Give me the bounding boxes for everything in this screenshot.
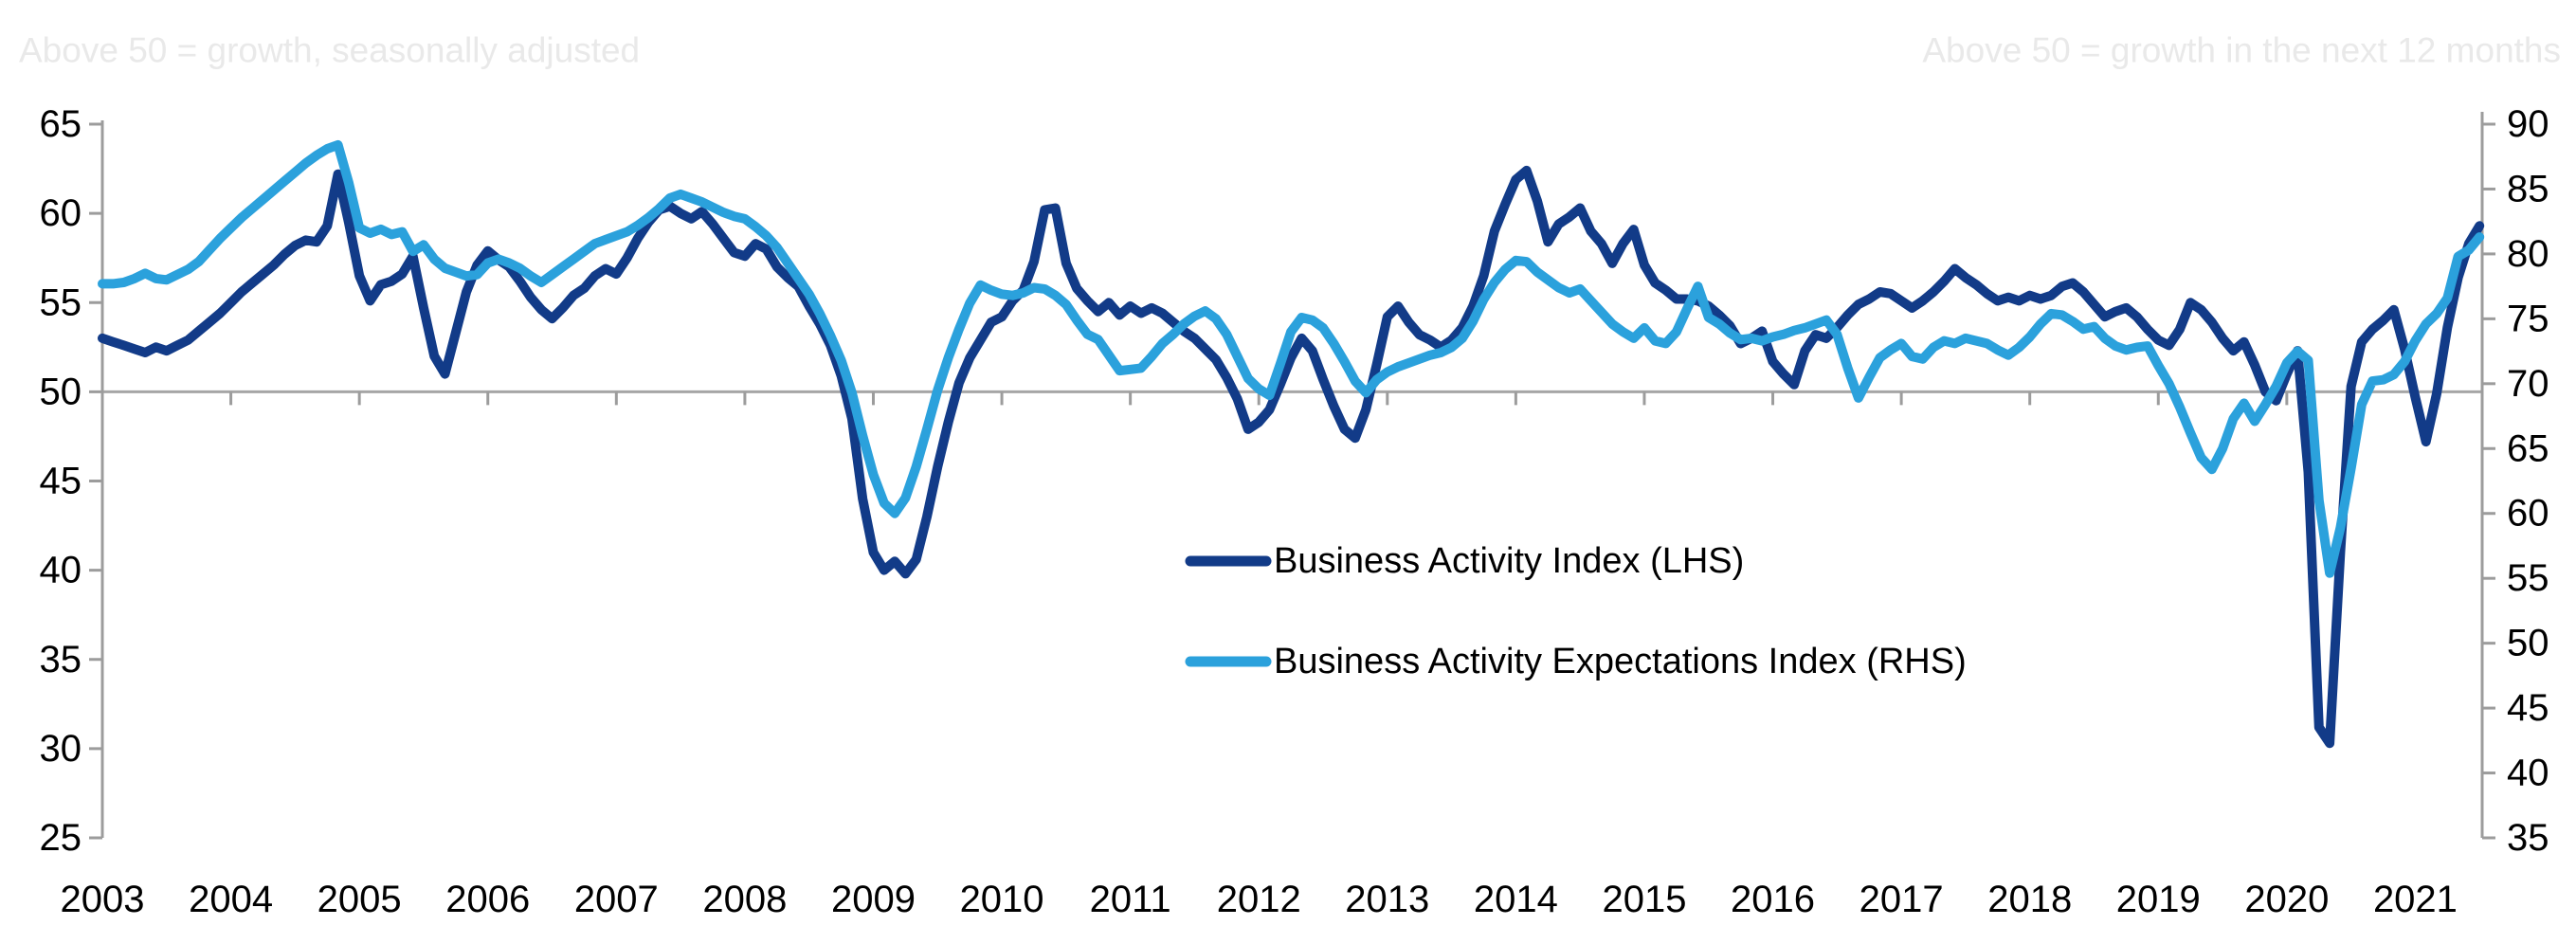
x-tick-label: 2011 [1090,879,1171,920]
x-tick-label: 2020 [2244,879,2329,920]
x-tick-label: 2017 [1859,879,1944,920]
legend-label-business-activity: Business Activity Index (LHS) [1274,541,1744,581]
x-tick-label: 2009 [831,879,916,920]
legend-item-business-activity: Business Activity Index (LHS) [1185,541,1744,581]
legend: Business Activity Index (LHS) Business A… [1185,541,1967,681]
left-axis-tick-label: 25 [40,817,82,859]
left-axis-tick-label: 35 [40,639,82,681]
right-axis-tick-label: 35 [2507,817,2549,859]
x-tick-label: 2019 [2116,879,2201,920]
right-axis-tick-label: 70 [2507,363,2549,405]
expectations-line [98,139,2485,578]
left-axis-tick-label: 40 [40,550,82,591]
left-axis-note: Above 50 = growth, seasonally adjusted [19,31,640,70]
x-tick-label: 2008 [702,879,787,920]
x-tick-label: 2005 [317,879,402,920]
right-axis-tick-label: 65 [2507,427,2549,469]
left-axis-tick-label: 60 [40,192,82,234]
x-tick-label: 2021 [2373,879,2458,920]
legend-label-expectations: Business Activity Expectations Index (RH… [1274,642,1967,681]
right-axis-tick-label: 90 [2507,103,2549,145]
right-axis-tick-label: 45 [2507,687,2549,729]
right-axis-tick-label: 80 [2507,233,2549,275]
left-axis-tick-label: 55 [40,281,82,323]
left-axis-tick-label: 45 [40,461,82,502]
right-axis-tick-label: 75 [2507,298,2549,339]
x-tick-label: 2003 [61,879,145,920]
left-axis-tick-label: 50 [40,371,82,412]
left-axis-tick-label: 65 [40,103,82,145]
left-axis-tick-label: 30 [40,728,82,770]
right-axis-tick-label: 50 [2507,623,2549,664]
x-tick-label: 2018 [1987,879,2072,920]
x-tick-label: 2012 [1217,879,1301,920]
right-axis-note: Above 50 = growth in the next 12 months [1922,31,2561,70]
legend-item-expectations: Business Activity Expectations Index (RH… [1185,642,1967,681]
right-axis-tick-label: 60 [2507,493,2549,535]
axes: 2003 2004 2005 2006 2007 2008 2009 2010 2011 2012… [40,103,2549,920]
right-axis-tick-label: 55 [2507,557,2549,599]
x-tick-label: 2007 [574,879,659,920]
x-tick-label: 2015 [1602,879,1686,920]
x-tick-label: 2010 [960,879,1044,920]
data-series [98,139,2485,749]
x-tick-label: 2004 [189,879,273,920]
x-tick-label: 2006 [445,879,530,920]
x-tick-label: 2016 [1731,879,1815,920]
x-tick-label: 2014 [1474,879,1558,920]
x-tick-label: 2013 [1345,879,1429,920]
right-axis-tick-label: 85 [2507,168,2549,209]
right-axis-tick-label: 40 [2507,753,2549,794]
